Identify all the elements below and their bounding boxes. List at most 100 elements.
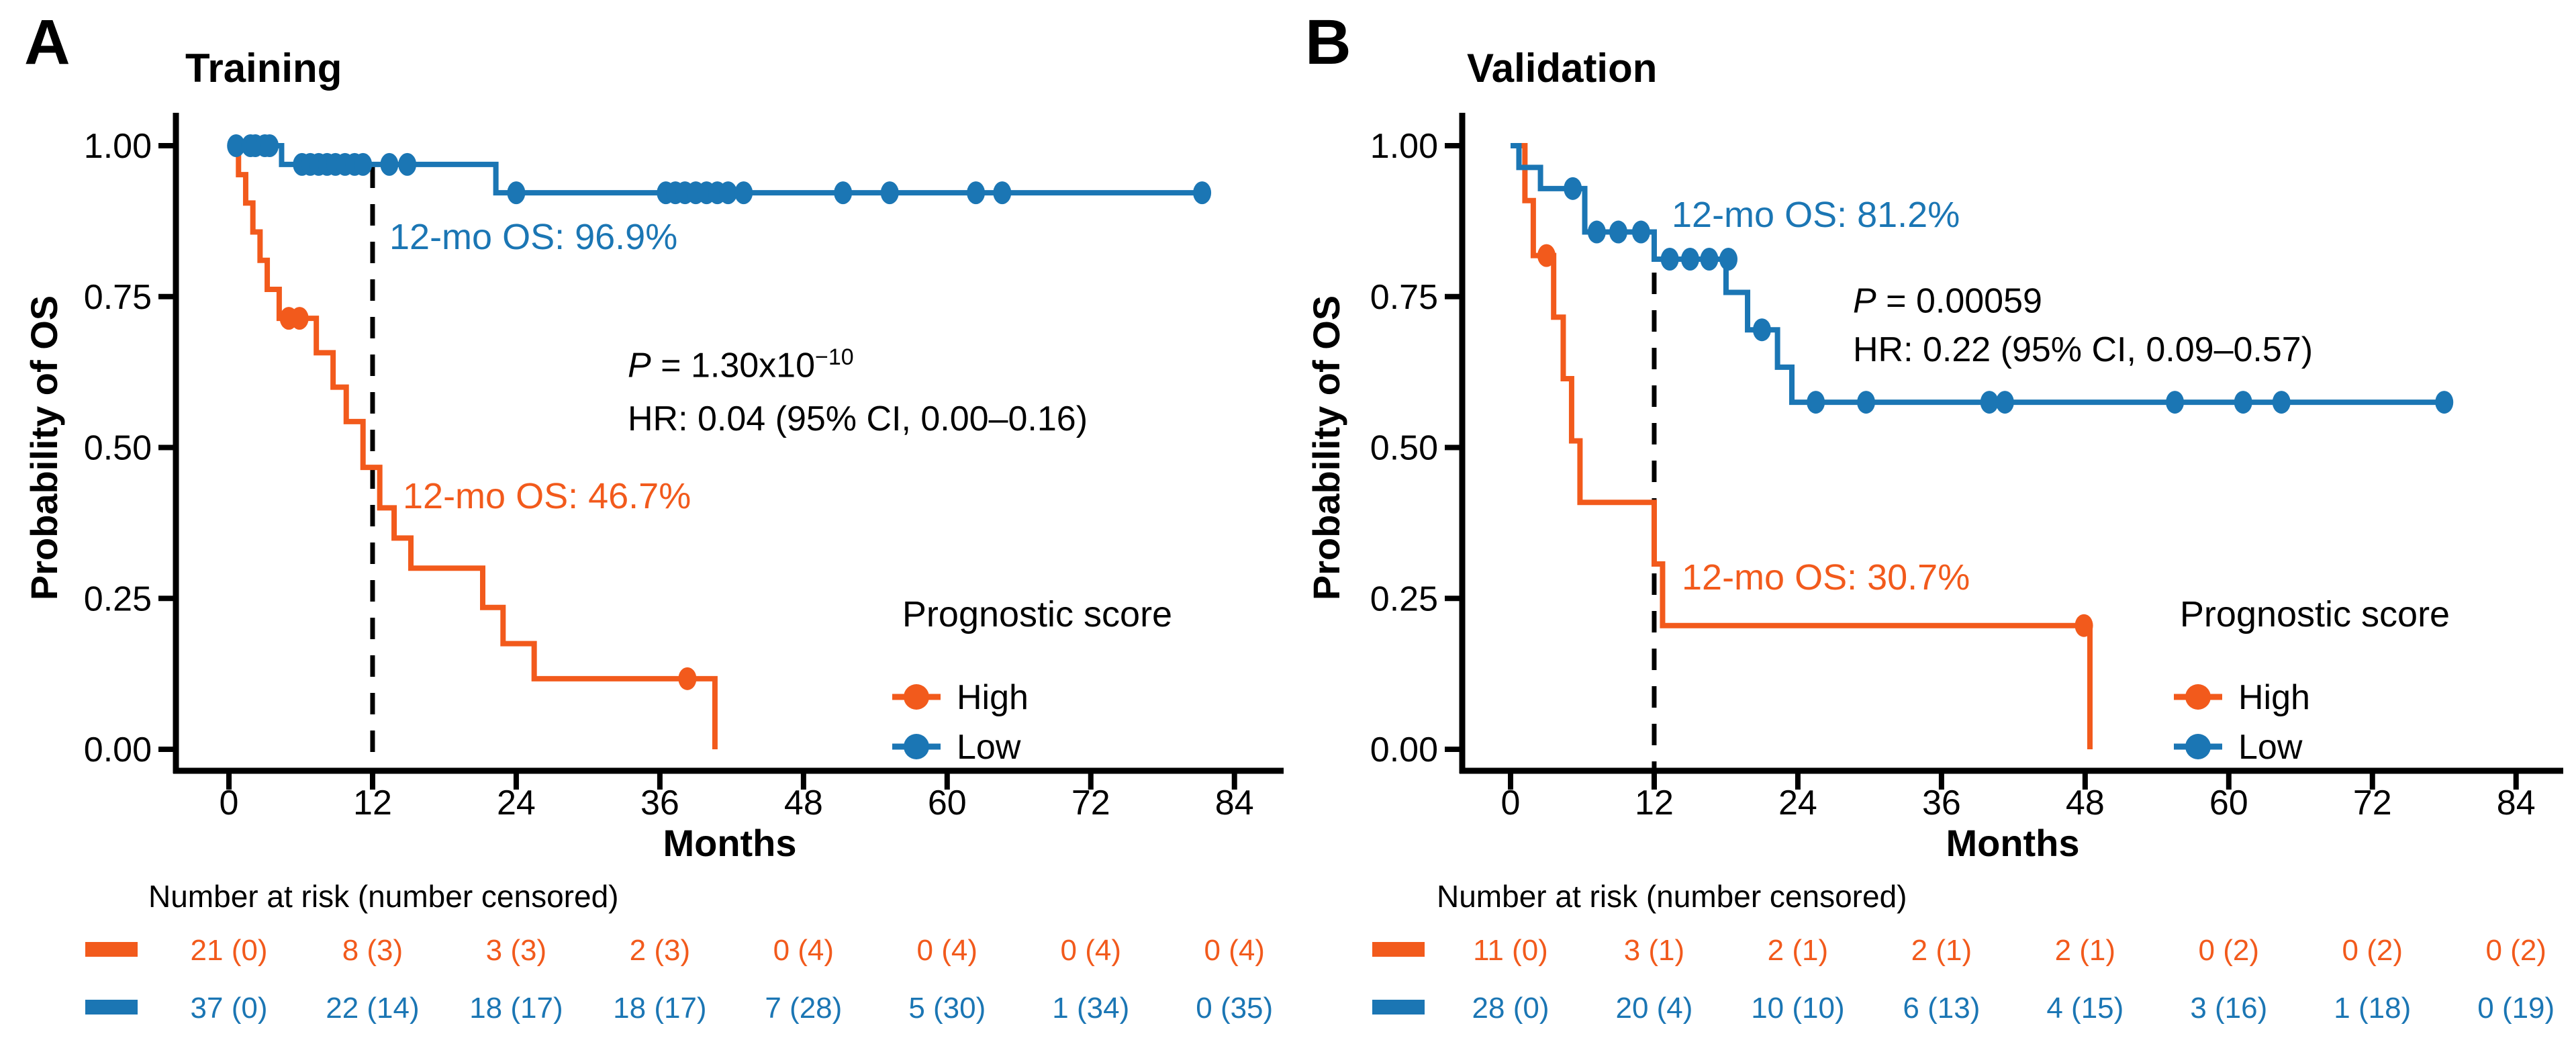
- y-tick-label: 1.00: [84, 127, 152, 166]
- risk-count-high: 0 (4): [1204, 934, 1265, 967]
- risk-count-high: 3 (1): [1623, 934, 1685, 967]
- censor-mark-low: [1752, 318, 1771, 342]
- risk-count-low: 28 (0): [1472, 992, 1549, 1025]
- panel-b-risk-table-header: Number at risk (number censored): [1437, 879, 1907, 914]
- panel-a-12mo-os-low-annotation: 12-mo OS: 96.9%: [389, 217, 678, 257]
- panel-b-legend-item-high: High: [2238, 678, 2310, 717]
- censor-mark-low: [1609, 220, 1627, 244]
- risk-count-low: 22 (14): [326, 992, 420, 1025]
- censor-mark-low: [354, 152, 373, 176]
- censor-mark-low: [1564, 177, 1582, 200]
- x-tick-label: 84: [2497, 784, 2536, 822]
- risk-count-low: 5 (30): [908, 992, 986, 1025]
- censor-mark-low: [993, 181, 1012, 205]
- censor-mark-low: [260, 134, 279, 157]
- km-curve-high: [229, 143, 718, 749]
- x-tick-label: 36: [640, 784, 679, 822]
- censor-mark-low: [227, 134, 246, 157]
- legend-low-marker-icon: [2174, 734, 2222, 759]
- x-tick-label: 60: [928, 784, 967, 822]
- panel-b-legend-title: Prognostic score: [2179, 594, 2450, 634]
- panel-a-title: Training: [185, 46, 342, 91]
- y-tick-label: 0.25: [84, 579, 152, 618]
- pvalue-text: = 1.30x10: [651, 346, 815, 385]
- x-tick-label: 72: [2353, 784, 2392, 822]
- panel-b-x-axis-title: Months: [1946, 822, 2080, 864]
- panel-a-label: A: [24, 7, 70, 78]
- censor-mark-low: [398, 152, 417, 176]
- risk-count-low: 20 (4): [1615, 992, 1693, 1025]
- x-tick-label: 0: [220, 784, 239, 822]
- censor-mark-low: [1807, 391, 1825, 414]
- censor-mark-low: [834, 181, 853, 205]
- x-tick-label: 36: [1922, 784, 1961, 822]
- x-tick-label: 0: [1501, 784, 1521, 822]
- y-tick-label: 0.25: [1370, 579, 1438, 618]
- panel-a-y-axis-title: Probability of OS: [23, 295, 65, 601]
- panel-a-12mo-os-high-annotation: 12-mo OS: 46.7%: [403, 476, 691, 516]
- y-tick-label: 0.50: [1370, 429, 1438, 468]
- y-tick-label: 0.75: [1370, 278, 1438, 317]
- risk-count-low: 6 (13): [1903, 992, 1981, 1025]
- risk-count-high: 0 (4): [916, 934, 978, 967]
- risk-count-high: 2 (1): [1911, 934, 1972, 967]
- panel-a-pvalue: P = 1.30x10−10: [628, 346, 854, 383]
- risk-count-low: 0 (19): [2477, 992, 2555, 1025]
- censor-mark-low: [967, 181, 986, 205]
- risk-count-high: 2 (1): [2054, 934, 2116, 967]
- censor-mark-low: [1660, 248, 1679, 271]
- panel-b-label: B: [1305, 7, 1351, 78]
- legend-low-marker-icon: [892, 734, 941, 759]
- x-tick-label: 48: [784, 784, 823, 822]
- censor-mark-low: [1857, 391, 1876, 414]
- y-tick-label: 0.00: [84, 730, 152, 769]
- risk-count-high: 0 (4): [1060, 934, 1121, 967]
- y-tick-label: 0.00: [1370, 730, 1438, 769]
- censor-mark-high: [290, 307, 309, 330]
- x-tick-label: 12: [1635, 784, 1674, 822]
- panel-b-hazard-ratio: HR: 0.22 (95% CI, 0.09–0.57): [1853, 330, 2313, 369]
- x-tick-label: 60: [2209, 784, 2248, 822]
- panel-a-legend-item-low: Low: [957, 728, 1021, 767]
- risk-count-high: 21 (0): [190, 934, 268, 967]
- km-curve-high: [1511, 143, 2093, 749]
- y-tick-label: 0.75: [84, 278, 152, 317]
- censor-mark-low: [380, 152, 399, 176]
- censor-mark-low: [1995, 391, 2014, 414]
- risk-count-low: 4 (15): [2046, 992, 2124, 1025]
- pvalue-symbol: P: [1853, 281, 1876, 321]
- x-tick-label: 84: [1215, 784, 1254, 822]
- pvalue-text: = 0.00059: [1876, 281, 2042, 321]
- censor-mark-low: [1700, 248, 1719, 271]
- risk-count-low: 1 (18): [2334, 992, 2412, 1025]
- x-tick-label: 24: [497, 784, 536, 822]
- censor-mark-low: [1587, 220, 1606, 244]
- pvalue-exponent: −10: [815, 344, 854, 370]
- censor-mark-low: [1631, 220, 1650, 244]
- risk-count-low: 18 (17): [613, 992, 707, 1025]
- censor-mark-low: [2166, 391, 2185, 414]
- panel-b-risk-swatch-high: [1372, 942, 1425, 957]
- panel-b-pvalue: P = 0.00059: [1853, 281, 2042, 318]
- risk-count-high: 0 (2): [2198, 934, 2260, 967]
- panel-a-risk-table-header: Number at risk (number censored): [148, 879, 619, 914]
- panel-a-x-axis-title: Months: [663, 822, 797, 864]
- censor-mark-high: [2074, 614, 2093, 637]
- censor-mark-low: [507, 181, 526, 205]
- risk-count-high: 0 (4): [773, 934, 834, 967]
- censor-mark-high: [1537, 244, 1556, 267]
- censor-mark-low: [2272, 391, 2291, 414]
- risk-count-low: 37 (0): [190, 992, 268, 1025]
- censor-mark-low: [719, 181, 738, 205]
- legend-high-marker-icon: [892, 684, 941, 710]
- risk-count-low: 1 (34): [1052, 992, 1130, 1025]
- censor-mark-low: [1193, 181, 1212, 205]
- pvalue-symbol: P: [628, 346, 651, 385]
- panel-b-title: Validation: [1467, 46, 1658, 91]
- censor-mark-low: [2234, 391, 2252, 414]
- y-tick-label: 0.50: [84, 429, 152, 468]
- y-tick-label: 1.00: [1370, 127, 1438, 166]
- x-tick-label: 12: [353, 784, 392, 822]
